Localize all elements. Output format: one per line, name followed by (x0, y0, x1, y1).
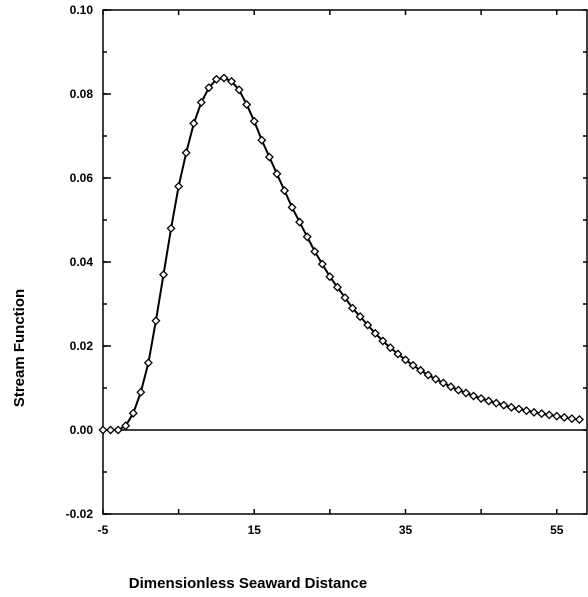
data-point-marker (378, 336, 388, 346)
data-point-marker (552, 411, 562, 421)
data-point-marker (264, 152, 274, 162)
y-tick-label: 0.06 (70, 171, 94, 185)
data-point-marker (287, 202, 297, 212)
data-point-marker (136, 387, 146, 397)
data-point-marker (332, 282, 342, 292)
data-point-marker (559, 412, 569, 422)
y-tick-label: 0.10 (70, 3, 94, 17)
y-tick-label: 0.08 (70, 87, 94, 101)
data-point-marker (408, 360, 418, 370)
y-tick-label: 0.04 (70, 255, 94, 269)
y-tick-label: 0.00 (70, 423, 94, 437)
data-point-marker (113, 425, 123, 435)
data-point-marker (227, 76, 237, 86)
y-tick-label: 0.02 (70, 339, 94, 353)
data-point-marker (106, 425, 116, 435)
data-point-marker (506, 402, 516, 412)
data-point-marker (514, 404, 524, 414)
data-point-marker (469, 391, 479, 401)
data-point-marker (98, 425, 108, 435)
data-point-marker (325, 272, 335, 282)
data-point-marker (491, 398, 501, 408)
data-point-marker (151, 316, 161, 326)
data-point-marker (529, 407, 539, 417)
data-point-marker (499, 400, 509, 410)
data-point-marker (537, 409, 547, 419)
data-point-marker (370, 328, 380, 338)
data-point-marker (544, 410, 554, 420)
data-point-marker (242, 99, 252, 110)
y-axis-title: Stream Function (11, 289, 28, 407)
data-point-marker (484, 396, 494, 406)
data-point-marker (310, 246, 320, 257)
data-point-marker (317, 259, 327, 269)
data-point-marker (295, 217, 305, 227)
series-group (98, 73, 584, 435)
data-point-marker (204, 83, 214, 93)
data-point-marker (385, 343, 395, 353)
data-point-marker (302, 232, 312, 242)
data-point-marker (340, 293, 350, 303)
data-point-marker (196, 97, 206, 107)
data-point-marker (234, 85, 244, 95)
series-line (103, 77, 580, 431)
data-point-marker (438, 378, 448, 388)
data-point-marker (461, 388, 471, 398)
plot-frame (102, 9, 588, 515)
data-point-marker (393, 349, 403, 359)
y-axis: -0.02 0.00 0.02 0.04 0.06 0.08 0.10 (66, 3, 587, 521)
x-axis: -5 15 35 55 (98, 10, 564, 537)
x-tick-label: 15 (248, 523, 262, 537)
x-tick-label: 55 (550, 523, 564, 537)
data-point-marker (423, 370, 433, 380)
data-point-marker (211, 74, 221, 84)
data-point-marker (453, 385, 463, 395)
data-point-marker (219, 73, 229, 83)
data-point-marker (431, 374, 441, 384)
data-point-marker (249, 116, 259, 126)
data-point-marker (121, 421, 131, 431)
data-point-marker (143, 358, 153, 368)
x-tick-label: 35 (399, 523, 413, 537)
data-point-marker (181, 148, 191, 158)
data-point-marker (279, 186, 290, 196)
data-point-marker (363, 320, 373, 330)
data-point-marker (257, 135, 267, 145)
x-axis-title: Dimensionless Seaward Distance (129, 575, 367, 592)
data-point-marker (400, 355, 411, 365)
data-point-marker (355, 312, 365, 322)
data-point-marker (521, 406, 532, 416)
data-point-marker (416, 365, 426, 375)
data-point-marker (446, 382, 456, 392)
data-point-marker (567, 414, 577, 424)
data-point-marker (166, 223, 176, 233)
y-tick-label: -0.02 (66, 507, 94, 521)
data-point-marker (574, 414, 584, 425)
data-point-marker (189, 118, 199, 128)
data-point-marker (348, 303, 358, 313)
x-tick-label: -5 (98, 523, 109, 537)
data-point-marker (158, 270, 169, 280)
data-point-marker (128, 408, 138, 418)
data-point-marker (174, 181, 184, 191)
data-point-marker (476, 393, 486, 404)
data-point-marker (272, 169, 282, 179)
